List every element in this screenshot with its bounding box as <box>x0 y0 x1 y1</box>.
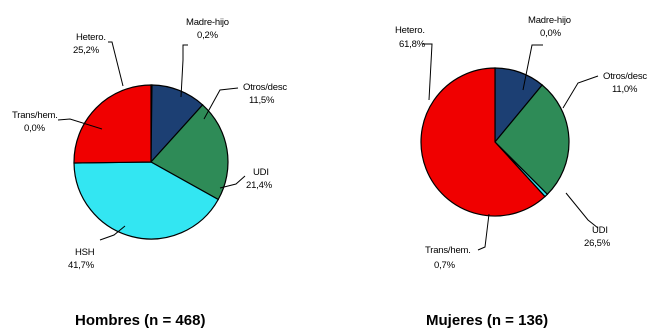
leader-line <box>219 175 246 189</box>
slice-value-madre-hijo: 0,0% <box>540 28 562 39</box>
slice-value-trans-hem: 0,7% <box>434 260 456 271</box>
leader-line <box>57 118 103 130</box>
slice-label-udi: UDI <box>253 167 269 178</box>
leader-line <box>562 75 599 109</box>
leader-line <box>477 213 490 251</box>
slice-value-trans-hem: 0,0% <box>24 123 46 134</box>
leader-line <box>180 44 188 98</box>
chart-title-mujeres: Mujeres (n = 136) <box>426 312 548 329</box>
slice-value-udi: 26,5% <box>584 238 611 249</box>
slice-label-trans-hem: Trans/hem. <box>425 245 471 256</box>
pie-slice-hetero <box>73 84 152 164</box>
slice-label-madre-hijo: Madre-hijo <box>186 17 229 28</box>
slice-value-hetero: 61,8% <box>399 39 426 50</box>
chart-title-hombres: Hombres (n = 468) <box>75 312 205 329</box>
pie-slice-hsh <box>73 161 220 240</box>
slice-label-madre-hijo: Madre-hijo <box>528 15 571 26</box>
leader-line <box>522 44 543 91</box>
slice-value-hsh: 41,7% <box>68 260 95 271</box>
slice-value-udi: 21,4% <box>246 180 273 191</box>
pie-chart-hombres: Madre-hijo 0,2% Otros/desc 11,5% UDI 21,… <box>12 17 288 329</box>
slice-value-otros-desc: 11,5% <box>249 95 275 106</box>
slice-value-hetero: 25,2% <box>73 45 100 56</box>
leader-line <box>99 225 126 241</box>
pie-slice-hetero <box>420 67 546 217</box>
leader-line <box>422 43 433 101</box>
slice-label-hetero: Hetero. <box>76 32 106 43</box>
slice-value-madre-hijo: 0,2% <box>197 30 219 41</box>
slice-label-otros-desc: Otros/desc <box>243 82 287 93</box>
leader-line <box>203 87 239 120</box>
slice-label-otros-desc: Otros/desc <box>603 71 647 82</box>
pie-slice-udi <box>494 84 570 196</box>
slice-label-trans-hem: Trans/hem. <box>12 110 58 121</box>
slice-label-hsh: HSH <box>75 247 95 258</box>
leader-line <box>565 192 599 229</box>
leader-line <box>108 41 124 87</box>
slice-value-otros-desc: 11,0% <box>612 84 638 95</box>
slice-label-udi: UDI <box>592 225 608 236</box>
slice-label-hetero: Hetero. <box>395 25 425 36</box>
pie-chart-mujeres: Madre-hijo 0,0% Otros/desc 11,0% UDI 26,… <box>395 15 648 329</box>
